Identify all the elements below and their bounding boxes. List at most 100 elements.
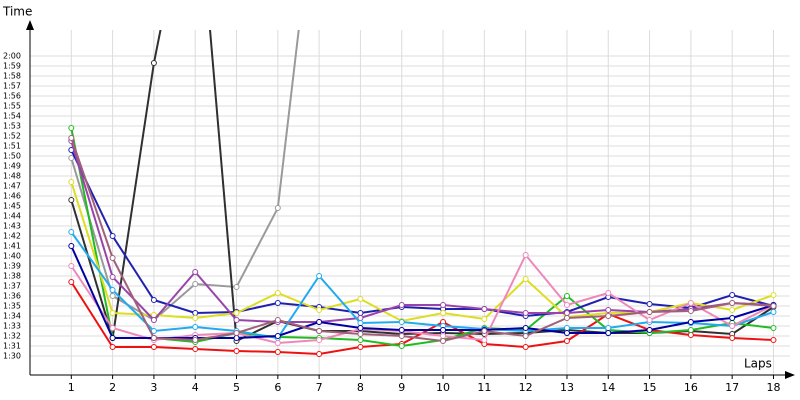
x-axis-arrow bbox=[785, 371, 795, 379]
point bbox=[646, 327, 653, 333]
y-tick-label: 1:31 bbox=[3, 342, 21, 351]
point bbox=[274, 205, 281, 211]
y-tick-label: 1:39 bbox=[3, 262, 21, 271]
point bbox=[192, 324, 199, 330]
point bbox=[150, 335, 157, 341]
point bbox=[563, 302, 570, 308]
point bbox=[109, 255, 116, 261]
y-tick-label: 1:48 bbox=[3, 172, 21, 181]
x-tick-label: 2 bbox=[109, 381, 116, 394]
point bbox=[605, 307, 612, 313]
point bbox=[192, 346, 199, 352]
point bbox=[605, 313, 612, 319]
point bbox=[729, 307, 736, 313]
point bbox=[646, 317, 653, 323]
point bbox=[68, 279, 75, 285]
point bbox=[68, 179, 75, 185]
point bbox=[687, 332, 694, 338]
point bbox=[274, 349, 281, 355]
point bbox=[398, 302, 405, 308]
y-tick-label: 1:49 bbox=[3, 162, 21, 171]
point bbox=[729, 292, 736, 298]
point bbox=[729, 300, 736, 306]
point bbox=[274, 300, 281, 306]
point bbox=[770, 325, 777, 331]
point bbox=[109, 325, 116, 331]
point bbox=[563, 315, 570, 321]
point bbox=[357, 320, 364, 326]
y-tick-label: 1:32 bbox=[3, 332, 21, 341]
x-tick-label: 6 bbox=[274, 381, 281, 394]
x-tick-label: 9 bbox=[398, 381, 405, 394]
point bbox=[481, 328, 488, 334]
y-tick-label: 1:30 bbox=[3, 352, 21, 361]
point bbox=[522, 310, 529, 316]
point bbox=[729, 335, 736, 341]
series-line bbox=[70, 137, 774, 343]
point bbox=[192, 315, 199, 321]
point bbox=[440, 333, 447, 339]
y-tick-label: 1:36 bbox=[3, 292, 21, 301]
point bbox=[150, 344, 157, 350]
point bbox=[398, 319, 405, 325]
x-tick-label: 4 bbox=[192, 381, 199, 394]
point bbox=[316, 307, 323, 313]
x-tick-label: 1 bbox=[68, 381, 75, 394]
point bbox=[563, 330, 570, 336]
series-line bbox=[70, 231, 774, 340]
point bbox=[398, 333, 405, 339]
y-tick-label: 1:51 bbox=[3, 142, 21, 151]
point bbox=[357, 337, 364, 343]
point bbox=[109, 233, 116, 239]
point bbox=[233, 330, 240, 336]
point bbox=[357, 344, 364, 350]
point bbox=[398, 343, 405, 349]
point bbox=[729, 315, 736, 321]
point bbox=[770, 309, 777, 315]
point bbox=[68, 263, 75, 269]
y-tick-label: 1:35 bbox=[3, 302, 21, 311]
series-line bbox=[70, 140, 774, 323]
x-tick-label: 5 bbox=[233, 381, 240, 394]
point bbox=[646, 301, 653, 307]
point bbox=[68, 155, 75, 161]
point bbox=[522, 325, 529, 331]
point bbox=[316, 328, 323, 334]
point bbox=[729, 323, 736, 329]
x-tick-label: 14 bbox=[601, 381, 615, 394]
point bbox=[150, 60, 157, 66]
x-tick-label: 7 bbox=[316, 381, 323, 394]
x-tick-label: 8 bbox=[357, 381, 364, 394]
y-tick-label: 1:58 bbox=[3, 72, 21, 81]
point bbox=[687, 308, 694, 314]
y-tick-label: 1:50 bbox=[3, 152, 21, 161]
point bbox=[274, 317, 281, 323]
series-line bbox=[70, 245, 774, 339]
point bbox=[357, 310, 364, 316]
point bbox=[150, 297, 157, 303]
point bbox=[522, 276, 529, 282]
point bbox=[274, 290, 281, 296]
point bbox=[357, 331, 364, 337]
x-tick-label: 12 bbox=[519, 381, 533, 394]
y-axis-label: Time bbox=[2, 5, 32, 19]
point bbox=[440, 310, 447, 316]
point bbox=[481, 316, 488, 322]
point bbox=[68, 197, 75, 203]
point bbox=[646, 309, 653, 315]
series-line bbox=[70, 30, 775, 343]
y-tick-label: 1:55 bbox=[3, 102, 21, 111]
point bbox=[522, 344, 529, 350]
point bbox=[233, 335, 240, 341]
point bbox=[233, 317, 240, 323]
point bbox=[563, 325, 570, 331]
y-tick-label: 1:45 bbox=[3, 202, 21, 211]
point bbox=[563, 293, 570, 299]
point bbox=[522, 333, 529, 339]
series-line bbox=[70, 149, 774, 318]
point bbox=[68, 229, 75, 235]
point bbox=[68, 125, 75, 131]
point bbox=[192, 337, 199, 343]
y-tick-label: 1:42 bbox=[3, 232, 21, 241]
